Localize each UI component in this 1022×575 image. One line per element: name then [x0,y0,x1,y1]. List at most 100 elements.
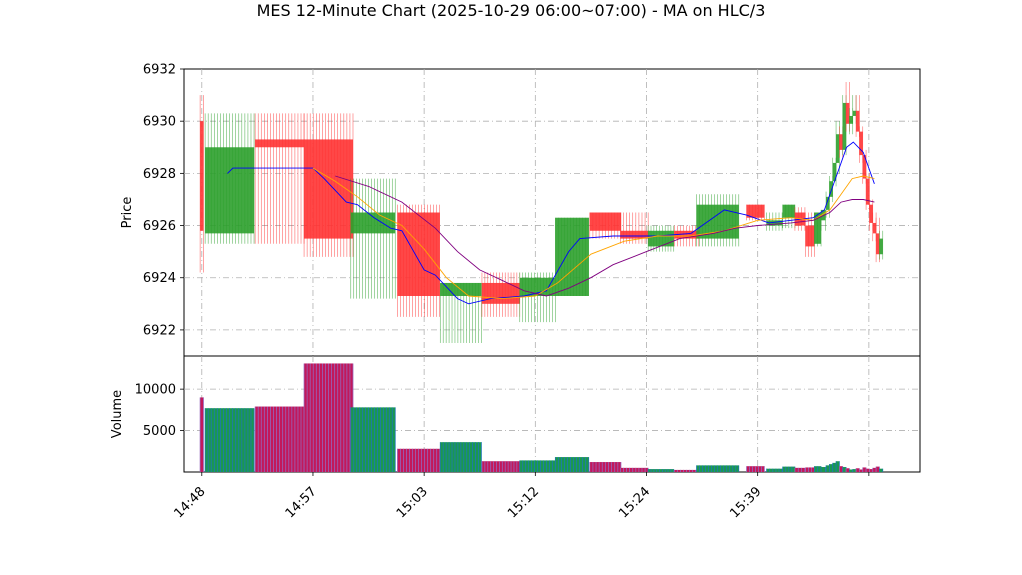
volume-y-ticks: 5000 10000 [135,383,184,439]
candle-body [866,178,870,205]
volume-bar [842,467,847,472]
volume-bar-fill [481,461,520,472]
volume-bar [849,469,854,472]
volume-bar [875,466,880,472]
volume-bar-fill [836,461,840,472]
volume-bar-fill [805,467,815,472]
volume-bar-fill [839,466,843,472]
candle-body [839,134,843,150]
volume-bar-fill [794,467,805,472]
volume-bar [879,468,884,472]
candle-body [648,230,674,247]
volume-bar [350,407,396,472]
volume-bar-fill [766,468,783,472]
volume-bar [832,462,837,472]
volume-tick-label: 10000 [135,383,176,398]
candle-body [782,204,795,218]
candle-body [255,139,305,148]
candle [855,95,860,137]
volume-bar [862,467,867,472]
volume-bar [519,460,556,472]
time-tick-label: 15:24 [616,484,653,521]
candle-body [304,139,353,239]
volume-bar-fill [555,457,589,472]
candle [555,217,589,296]
volume-bar [439,442,482,472]
volume-bar-fill [862,467,867,472]
time-tick-label: 15:39 [727,484,764,521]
time-axis-ticks: 14:48 14:57 15:03 15:12 15:24 15:39 [172,472,870,521]
candle [845,82,850,132]
volume-bar [589,462,622,472]
volume-axis-label: Volume [110,390,125,438]
candle-body [876,233,880,255]
price-tick-label: 6924 [143,271,176,286]
moving-average-line [227,141,875,305]
moving-average-line [335,175,875,297]
volume-bar-fill [872,467,877,472]
volume-bar-fill [846,468,850,472]
candle [820,209,826,231]
time-tick-label: 14:48 [172,484,209,521]
candle-body [821,209,826,221]
volume-bar [865,468,870,472]
volume-bar [805,467,815,472]
volume-bar-fill [826,465,830,472]
volume-bar [204,408,255,472]
volume-bars [199,363,884,472]
candle-body [205,147,255,234]
price-tick-label: 6932 [143,63,176,78]
candle [481,272,521,317]
volume-bar [845,468,850,472]
volume-bar [397,448,441,472]
volume-bar [303,363,354,472]
candle-body [869,204,873,223]
volume-bar [619,467,649,472]
candle-body [589,212,621,231]
volume-bar-fill [350,407,396,472]
candle-body [766,220,783,226]
candle [589,212,622,239]
candle-body [832,162,837,182]
volume-panel: 5000 10000 Volume [110,355,921,473]
volume-bar-fill [866,468,870,472]
volume-bar [869,469,874,472]
volume-bar [647,469,675,472]
volume-bar-fill [859,469,863,472]
time-tick-label: 14:57 [283,484,320,521]
volume-bar-fill [821,467,826,472]
volume-bar [825,465,830,472]
volume-bar [855,468,860,472]
candle [439,282,482,343]
volume-bar-fill [849,469,853,472]
volume-bar [820,467,826,472]
candle-body [836,134,840,163]
volume-bar [766,468,783,472]
chart-title: MES 12-Minute Chart (2025-10-29 06:00~07… [257,1,766,20]
volume-bar-fill [869,469,873,472]
candle [350,178,396,299]
volume-bar [481,461,521,472]
volume-bar-fill [829,464,833,472]
candle-body [620,230,649,239]
candle-body [872,222,877,234]
time-tick-label: 15:03 [394,484,431,521]
candle [696,194,740,247]
candle [199,95,204,273]
candle-body [846,102,850,124]
price-tick-label: 6926 [143,219,176,234]
volume-bar-fill [876,466,880,472]
volume-bar [852,469,857,472]
moving-average-lines [227,141,875,305]
volume-bar-fill [852,469,857,472]
candle [254,113,305,244]
candle-body [397,212,440,296]
price-tick-label: 6928 [143,167,176,182]
volume-bar [554,457,590,472]
volume-bar [872,467,877,472]
volume-bar [673,469,700,472]
volume-bar-fill [832,462,837,472]
candle-body [555,217,589,296]
volume-bar [199,397,204,472]
candle [204,113,255,244]
